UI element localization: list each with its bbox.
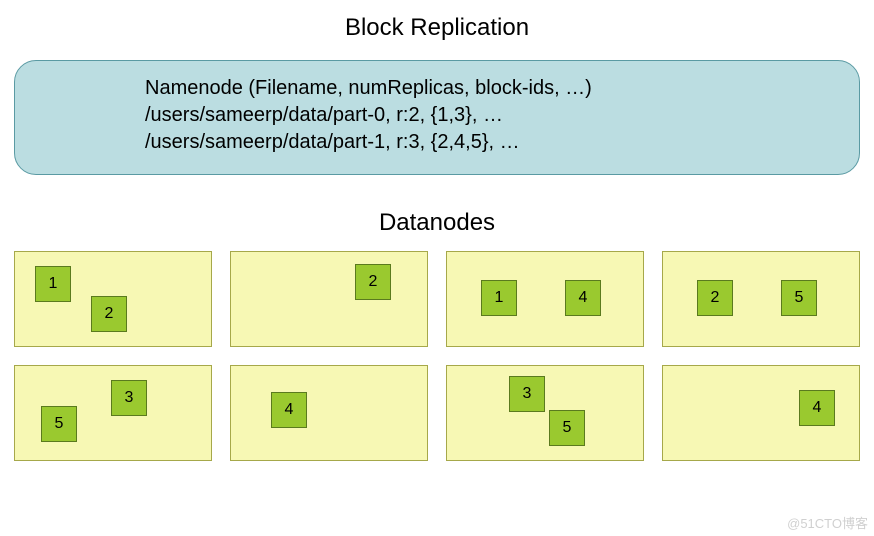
datanodes-title: Datanodes xyxy=(0,209,874,237)
watermark: @51CTO博客 xyxy=(787,513,868,532)
namenode-box: Namenode (Filename, numReplicas, block-i… xyxy=(14,60,860,175)
block: 4 xyxy=(271,392,307,428)
namenode-line: Namenode (Filename, numReplicas, block-i… xyxy=(145,75,859,102)
datanode: 14 xyxy=(446,251,644,347)
page-title: Block Replication xyxy=(0,0,874,42)
namenode-line: /users/sameerp/data/part-0, r:2, {1,3}, … xyxy=(145,102,859,129)
datanodes-grid: 1221425534354 xyxy=(0,237,874,461)
block: 2 xyxy=(697,280,733,316)
block: 3 xyxy=(509,376,545,412)
block: 5 xyxy=(41,406,77,442)
datanode: 25 xyxy=(662,251,860,347)
datanode: 4 xyxy=(230,365,428,461)
block: 5 xyxy=(781,280,817,316)
block: 1 xyxy=(481,280,517,316)
datanode: 4 xyxy=(662,365,860,461)
namenode-line: /users/sameerp/data/part-1, r:3, {2,4,5}… xyxy=(145,129,859,156)
block: 5 xyxy=(549,410,585,446)
block: 1 xyxy=(35,266,71,302)
datanode: 53 xyxy=(14,365,212,461)
block: 2 xyxy=(355,264,391,300)
block: 3 xyxy=(111,380,147,416)
datanode: 2 xyxy=(230,251,428,347)
datanode: 12 xyxy=(14,251,212,347)
datanode: 35 xyxy=(446,365,644,461)
block: 2 xyxy=(91,296,127,332)
block: 4 xyxy=(799,390,835,426)
block: 4 xyxy=(565,280,601,316)
